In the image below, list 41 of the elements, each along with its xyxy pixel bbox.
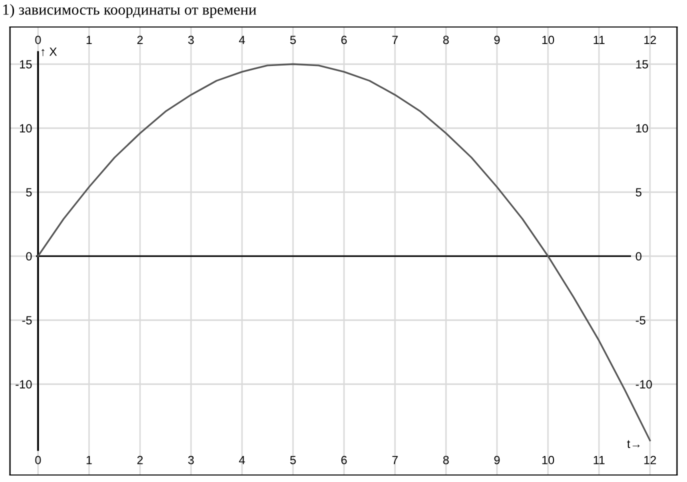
y-tick-label: -10 <box>16 380 32 389</box>
y2-tick-label: -10 <box>636 380 652 389</box>
x-tick-label: 9 <box>494 456 500 464</box>
x-tick-label: 3 <box>188 456 194 464</box>
y2-tick-label: 0 <box>636 252 642 261</box>
x-tick-label: 1 <box>86 456 92 464</box>
x-axis-title: t→ <box>627 440 640 448</box>
y-tick-label: 0 <box>26 252 32 261</box>
x2-tick-label: 6 <box>341 36 347 44</box>
x-tick-label: 11 <box>594 456 605 464</box>
x-tick-label: 4 <box>239 456 245 464</box>
y-tick-label: 5 <box>26 188 32 197</box>
x2-tick-label: 7 <box>392 36 398 44</box>
x-tick-label: 12 <box>644 456 656 464</box>
x2-tick-label: 8 <box>443 36 449 44</box>
x2-tick-label: 12 <box>644 36 656 44</box>
x-tick-label: 2 <box>137 456 143 464</box>
x2-tick-label: 0 <box>35 36 41 44</box>
y2-tick-label: 10 <box>636 124 648 133</box>
x-tick-label: 8 <box>443 456 449 464</box>
x2-tick-label: 11 <box>594 36 605 44</box>
x-tick-label: 10 <box>542 456 554 464</box>
x-tick-label: 5 <box>290 456 296 464</box>
y2-tick-label: 15 <box>636 60 648 69</box>
x2-tick-label: 1 <box>86 36 92 44</box>
y-tick-label: 10 <box>20 124 32 133</box>
x-tick-label: 6 <box>341 456 347 464</box>
y2-tick-label: 5 <box>636 188 642 197</box>
y-tick-label: -5 <box>22 316 32 325</box>
x2-tick-label: 10 <box>542 36 554 44</box>
y2-tick-label: -5 <box>636 316 646 325</box>
x2-tick-label: 4 <box>239 36 245 44</box>
chart-title: 1) зависимость координаты от времени <box>3 4 256 18</box>
x-tick-label: 0 <box>35 456 41 464</box>
x2-tick-label: 5 <box>290 36 296 44</box>
y-axis-title: ↑ X <box>42 48 57 56</box>
x2-tick-label: 2 <box>137 36 143 44</box>
y-tick-label: 15 <box>20 60 32 69</box>
x-tick-label: 7 <box>392 456 398 464</box>
x2-tick-label: 9 <box>494 36 500 44</box>
x2-tick-label: 3 <box>188 36 194 44</box>
